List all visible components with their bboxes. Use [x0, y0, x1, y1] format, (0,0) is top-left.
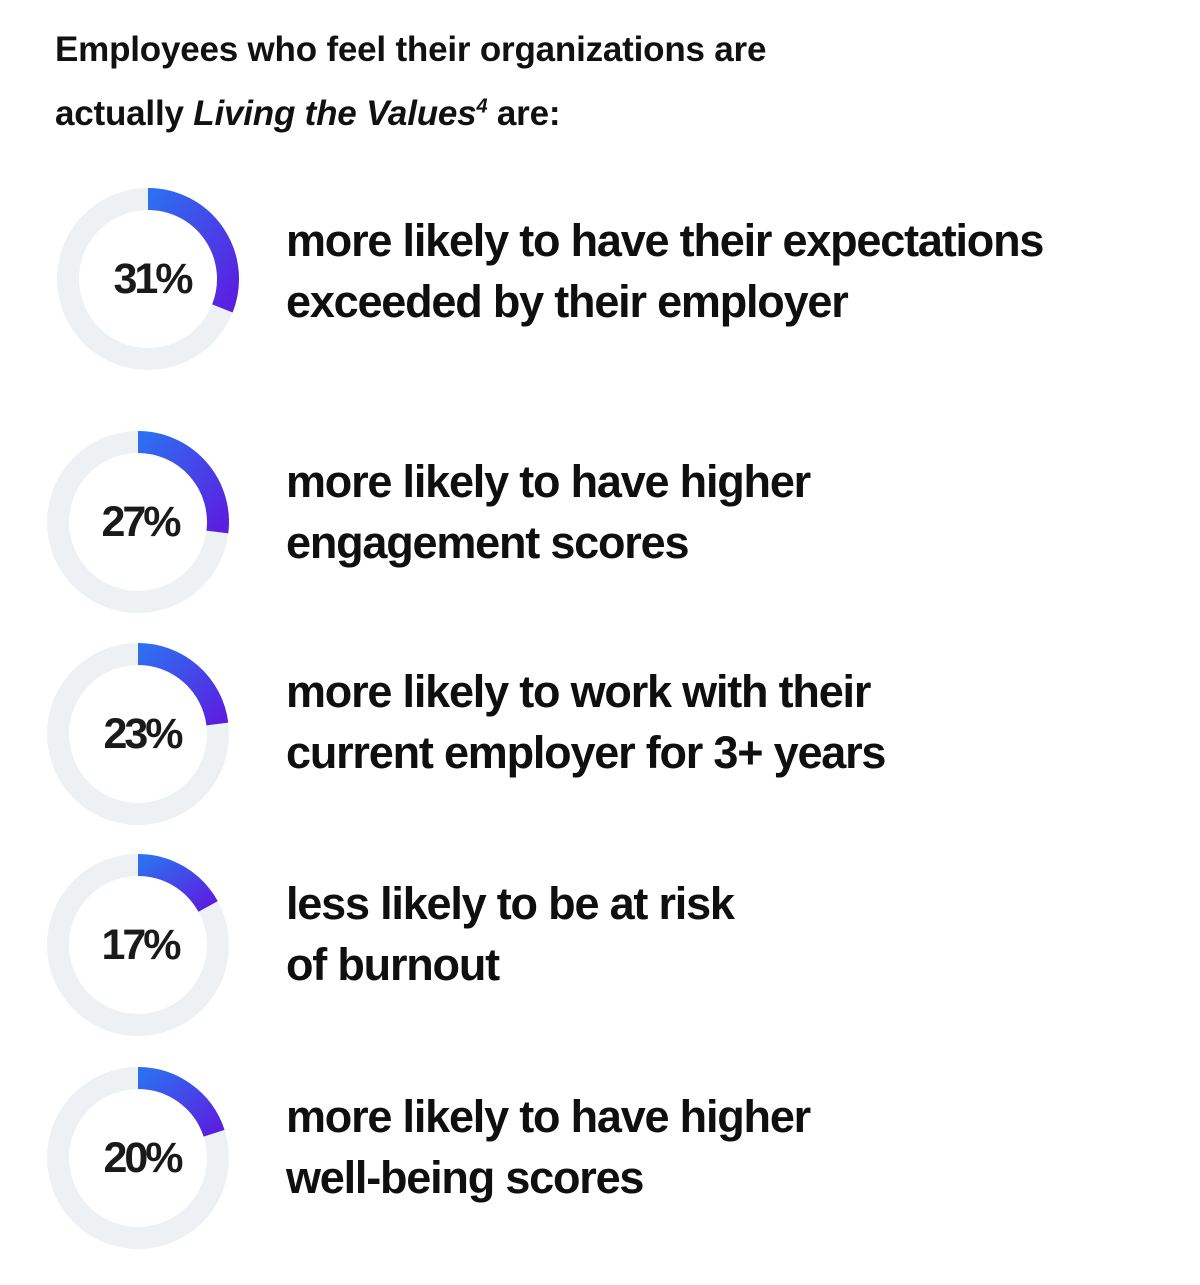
title-line-2-pre: actually — [55, 94, 194, 133]
percent-label: 17% — [101, 920, 181, 969]
donut-chart — [42, 849, 234, 1041]
description-line-1: more likely to have higher — [286, 456, 811, 507]
donut-svg — [47, 643, 229, 825]
donut-svg — [57, 188, 239, 370]
title-line-2: actually Living the Values4 are: — [55, 82, 1155, 146]
stat-description: more likely to have their expectations e… — [286, 210, 1176, 332]
description-line-1: less likely to be at risk — [286, 878, 735, 929]
donut-svg — [47, 1067, 229, 1249]
donut-chart — [42, 1062, 234, 1254]
stat-description: more likely to have higher engagement sc… — [286, 451, 1176, 573]
donut-chart — [52, 183, 244, 375]
donut-arc-27 — [137, 431, 229, 534]
footnote-marker: 4 — [476, 95, 488, 118]
description-line-2: well-being scores — [286, 1152, 644, 1203]
donut-svg — [47, 431, 229, 613]
donut-arc-17 — [137, 854, 218, 913]
chart-title: Employees who feel their organizations a… — [55, 18, 1155, 146]
title-line-1: Employees who feel their organizations a… — [55, 30, 767, 69]
description-line-1: more likely to have their expectations — [286, 215, 1044, 266]
stat-description: less likely to be at risk of burnout — [286, 873, 1176, 995]
description-line-2: engagement scores — [286, 517, 689, 568]
donut-chart — [42, 426, 234, 618]
description-line-2: exceeded by their employer — [286, 276, 849, 327]
donut-arc-20 — [137, 1067, 225, 1138]
percent-label: 31% — [113, 254, 193, 303]
percent-label: 23% — [103, 709, 183, 758]
title-line-2-post: are: — [487, 94, 561, 133]
percent-label: 27% — [101, 497, 181, 546]
donut-svg — [47, 854, 229, 1036]
stat-description: more likely to work with their current e… — [286, 661, 1176, 783]
description-line-2: of burnout — [286, 939, 500, 990]
percent-label: 20% — [103, 1133, 183, 1182]
donut-chart — [42, 638, 234, 830]
description-line-1: more likely to work with their — [286, 666, 871, 717]
stat-description: more likely to have higher well-being sc… — [286, 1086, 1176, 1208]
donut-arc-31 — [147, 188, 239, 313]
description-line-2: current employer for 3+ years — [286, 727, 886, 778]
description-line-1: more likely to have higher — [286, 1091, 811, 1142]
donut-arc-23 — [137, 643, 229, 726]
title-line-2-emphasis: Living the Values — [193, 94, 477, 133]
